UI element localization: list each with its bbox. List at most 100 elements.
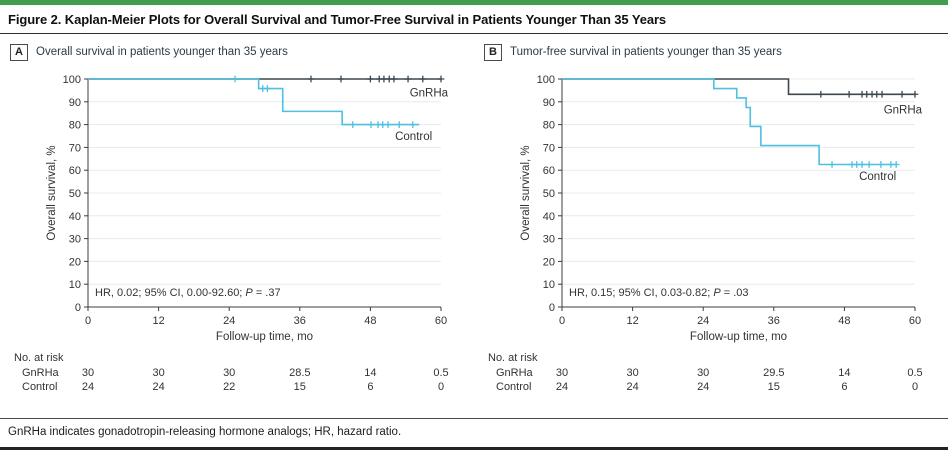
risk-value: 22 [223,381,236,393]
series-label-gnrha: GnRHa [410,88,449,100]
x-tick-label: 48 [838,315,850,327]
censor-mark [264,85,271,92]
y-tick-label: 90 [543,97,555,109]
risk-value: 6 [841,381,848,393]
censor-mark [367,75,374,83]
panel-b-header: B Tumor-free survival in patients younge… [474,43,948,61]
risk-value: 24 [81,381,95,393]
y-tick-label: 50 [543,188,555,200]
censor-mark [437,75,445,83]
censor-mark [845,90,853,98]
x-axis-label: Follow-up time, mo [690,331,787,343]
censor-mark [409,121,417,128]
y-tick-label: 70 [543,142,555,154]
series-label-control: Control [859,171,896,183]
risk-row-label-control: Control [496,381,532,393]
risk-value: 0 [911,381,919,393]
risk-value: 0 [437,381,445,393]
panel-b-letter-box: B [484,43,502,61]
y-tick-label: 30 [543,234,555,246]
series-label-gnrha: GnRHa [884,105,923,117]
censor-mark [911,90,919,98]
panel-a-header: A Overall survival in patients younger t… [0,43,474,61]
censor-mark [828,161,836,168]
y-tick-label: 0 [75,302,81,314]
y-tick-label: 80 [69,120,81,132]
x-tick-label: 12 [152,315,164,327]
risk-table-title: No. at risk [14,352,64,364]
risk-value: 24 [555,381,569,393]
y-tick-label: 80 [543,120,555,132]
x-tick-label: 24 [223,315,235,327]
y-tick-label: 60 [543,165,555,177]
risk-value: 30 [81,367,95,379]
x-tick-label: 36 [768,315,780,327]
risk-table-overall-survival: No. at risk GnRHa 30 30 30 28.5 14 0.5 Control 24… [0,350,474,402]
censor-mark [337,75,345,83]
risk-row-label-gnrha: GnRHa [22,367,59,379]
km-chart-overall-survival: 0 10 20 30 40 50 60 70 80 90 100 0 12 24 36 48 60 Follow-… [46,74,449,343]
panel-a: A Overall survival in patients younger t… [0,43,474,402]
risk-value: 30 [223,367,236,379]
risk-row-label-control: Control [22,381,58,393]
panels-row: A Overall survival in patients younger t… [0,43,948,402]
risk-value: 29.5 [763,367,785,379]
censor-mark [877,161,885,168]
risk-value: 24 [152,381,165,393]
risk-value: 28.5 [289,367,311,379]
risk-value: 0.5 [433,367,449,379]
censor-mark [898,90,906,98]
panel-a-letter-box: A [10,43,28,61]
risk-value: 30 [555,367,569,379]
series-curve-control [88,78,420,126]
x-tick-label: 0 [85,315,91,327]
risk-value: 30 [697,367,710,379]
censor-mark [865,161,873,168]
censor-mark [367,121,375,128]
x-tick-label: 12 [626,315,638,327]
censor-mark [892,161,900,168]
risk-value: 24 [626,381,639,393]
censor-mark [878,90,886,98]
panel-b: B Tumor-free survival in patients younge… [474,43,948,402]
risk-value: 6 [367,381,374,393]
censor-mark [231,75,239,83]
y-tick-label: 20 [69,256,81,268]
series-label-control: Control [395,131,432,143]
x-tick-label: 36 [294,315,306,327]
y-tick-label: 90 [69,97,81,109]
y-axis-label: Overall survival, % [520,145,532,240]
y-tick-label: 10 [543,279,555,291]
censor-mark [419,75,427,83]
risk-value: 15 [767,381,780,393]
y-tick-label: 0 [549,302,555,314]
risk-table-title: No. at risk [488,352,538,364]
risk-row-label-gnrha: GnRHa [496,367,533,379]
censor-mark [307,75,315,83]
figure-footnote: GnRHa indicates gonadotropin-releasing h… [8,426,402,438]
km-chart-tumor-free-survival: 0 10 20 30 40 50 60 70 80 90 100 0 12 24 36 48 60 Follow-… [520,74,923,343]
figure-accent-bar [0,0,948,5]
hr-annotation: HR, 0.15; 95% CI, 0.03-0.82; P = .03 [569,287,748,299]
risk-table-tumor-free-survival: No. at risk GnRHa 30 30 30 29.5 14 0.5 Control 24… [474,350,948,402]
figure-title: Figure 2. Kaplan-Meier Plots for Overall… [8,12,667,27]
risk-value: 30 [152,367,165,379]
y-tick-label: 50 [69,188,81,200]
title-divider [0,33,948,34]
y-tick-label: 100 [537,74,555,86]
risk-value: 14 [364,367,377,379]
series-curve-control [562,78,898,166]
x-tick-label: 60 [909,315,921,327]
y-tick-label: 70 [69,142,81,154]
footnote-divider [0,418,948,419]
censor-mark [395,121,403,128]
censor-mark [384,121,392,128]
x-axis-label: Follow-up time, mo [216,331,313,343]
risk-value: 15 [293,381,306,393]
x-tick-label: 60 [435,315,447,327]
x-tick-label: 0 [559,315,565,327]
y-tick-label: 60 [69,165,81,177]
panel-a-title: Overall survival in patients younger tha… [36,46,288,58]
y-tick-label: 10 [69,279,81,291]
y-tick-label: 40 [543,211,555,223]
